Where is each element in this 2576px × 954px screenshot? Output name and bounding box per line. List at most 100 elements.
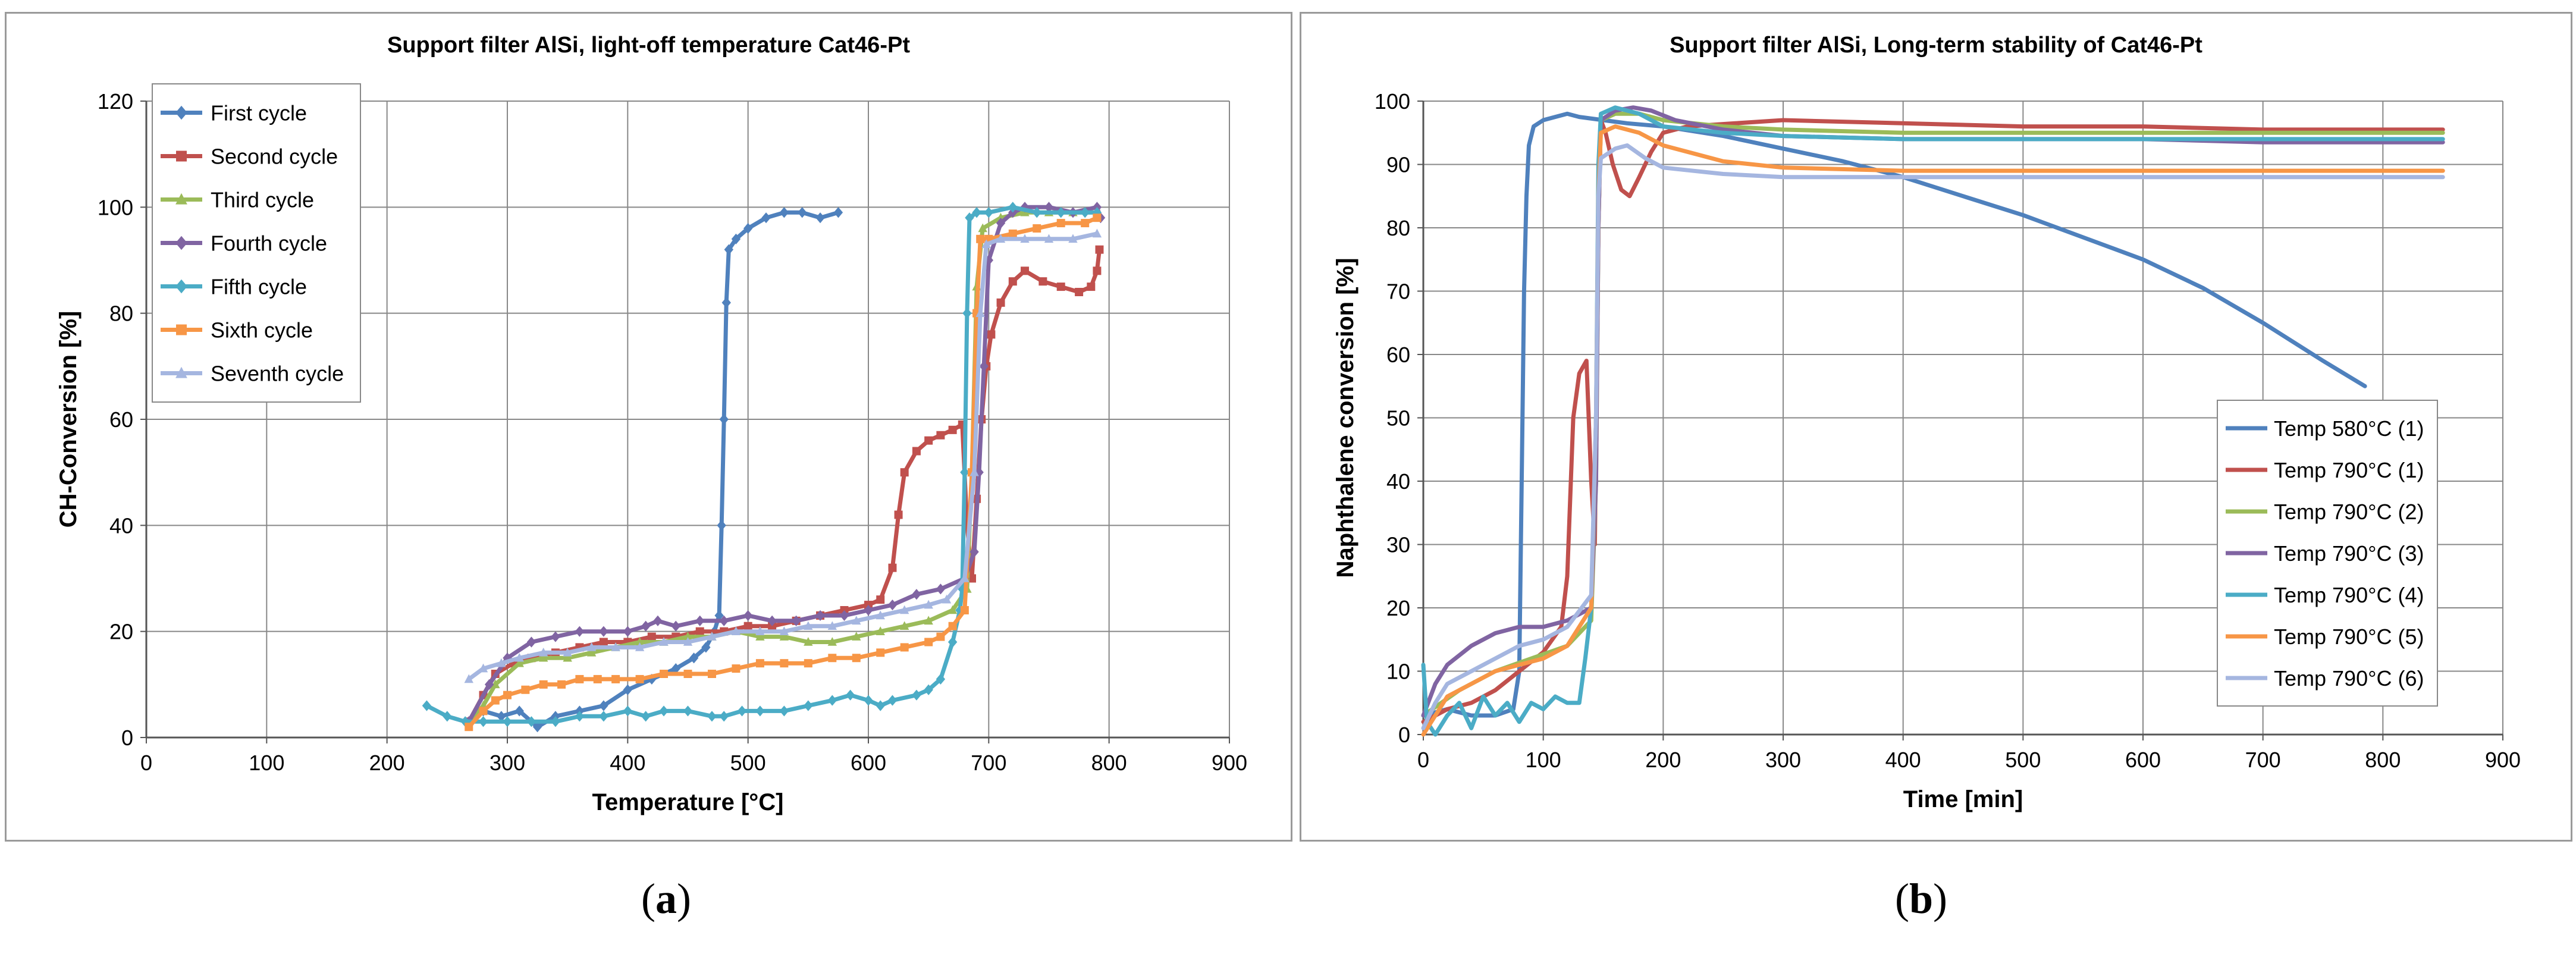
legend-label: Sixth cycle <box>211 318 313 343</box>
data-point-marker <box>176 324 187 335</box>
data-point-marker <box>900 621 909 630</box>
series-line <box>466 210 1099 724</box>
legend-label: Temp 790°C (6) <box>2274 666 2424 691</box>
data-point-marker <box>798 207 807 218</box>
data-point-marker <box>1056 207 1066 218</box>
chart-panel-a: Support filter AlSi, light-off temperatu… <box>5 12 1292 842</box>
data-point-marker <box>1038 277 1047 286</box>
data-point-marker <box>641 711 651 722</box>
data-point-marker <box>947 636 958 648</box>
data-point-marker <box>979 360 989 372</box>
legend-label: First cycle <box>211 101 307 125</box>
data-point-marker <box>1093 214 1102 222</box>
legend-item: Temp 790°C (2) <box>2226 500 2424 524</box>
data-point-marker <box>586 642 597 651</box>
data-point-marker <box>539 680 548 689</box>
data-point-marker <box>1087 283 1096 291</box>
series-line <box>1421 124 2445 737</box>
data-point-marker <box>900 468 909 477</box>
data-point-marker <box>623 626 633 637</box>
series-line <box>466 210 840 729</box>
legend-item: First cycle <box>161 101 307 125</box>
data-point-marker <box>521 685 530 694</box>
data-point-marker <box>719 413 729 425</box>
y-tick-label: 100 <box>1375 89 1410 114</box>
y-tick-label: 20 <box>109 620 133 644</box>
data-point-marker <box>641 620 651 632</box>
data-point-marker <box>827 637 837 646</box>
data-point-marker <box>532 721 542 733</box>
data-point-marker <box>623 684 633 695</box>
data-point-marker <box>1075 288 1084 296</box>
data-point-marker <box>599 711 608 722</box>
data-series <box>422 202 1102 727</box>
y-tick-label: 0 <box>1398 723 1410 747</box>
legend-item: Fourth cycle <box>161 231 327 256</box>
data-point-marker <box>815 610 825 622</box>
data-point-marker <box>965 212 974 224</box>
legend-item: Temp 790°C (3) <box>2226 541 2424 566</box>
data-point-marker <box>833 207 843 218</box>
data-point-marker <box>743 222 753 234</box>
x-tick-label: 800 <box>1091 751 1127 775</box>
x-tick-label: 0 <box>140 751 152 775</box>
data-point-marker <box>900 643 909 652</box>
caption-b: (b) <box>1894 875 1947 922</box>
data-point-marker <box>737 705 747 717</box>
data-point-marker <box>981 239 991 249</box>
data-point-marker <box>978 223 987 233</box>
data-point-marker <box>761 212 771 224</box>
data-point-marker <box>717 520 726 531</box>
data-point-marker <box>828 654 837 663</box>
x-tick-label: 300 <box>490 751 525 775</box>
data-point-marker <box>1056 283 1065 291</box>
data-point-marker <box>683 632 693 641</box>
data-point-marker <box>683 637 693 646</box>
data-point-marker <box>175 105 187 120</box>
legend-item: Sixth cycle <box>161 318 313 343</box>
data-point-marker <box>962 307 972 319</box>
data-point-marker <box>731 626 741 635</box>
data-point-marker <box>1008 202 1018 213</box>
x-tick-label: 900 <box>1212 751 1247 775</box>
data-point-marker <box>478 663 488 673</box>
data-point-marker <box>599 700 608 711</box>
data-point-marker <box>611 674 620 683</box>
y-tick-label: 70 <box>1386 280 1410 304</box>
data-point-marker <box>464 674 473 683</box>
data-series <box>465 214 1102 732</box>
y-tick-label: 120 <box>98 89 133 114</box>
data-series <box>464 207 843 733</box>
legend-item: Temp 790°C (6) <box>2226 666 2424 691</box>
series-line <box>1421 111 2445 718</box>
chart-b: Support filter AlSi, Long-term stability… <box>1332 33 2521 812</box>
data-point-marker <box>671 620 680 632</box>
data-point-marker <box>539 652 548 662</box>
y-tick-label: 60 <box>1386 343 1410 367</box>
legend-item: Third cycle <box>161 188 314 212</box>
data-point-marker <box>924 600 933 609</box>
y-tick-label: 80 <box>109 302 133 326</box>
data-point-marker <box>539 647 548 657</box>
legend-label: Temp 580°C (1) <box>2274 416 2424 441</box>
data-point-marker <box>422 700 432 711</box>
data-point-marker <box>827 621 837 630</box>
data-point-marker <box>599 638 608 647</box>
data-point-marker <box>1092 228 1102 238</box>
data-point-marker <box>827 695 837 706</box>
data-point-marker <box>647 632 656 641</box>
data-point-marker <box>514 652 524 662</box>
chart-title: Support filter AlSi, Long-term stability… <box>1670 33 2202 58</box>
legend-label: Temp 790°C (5) <box>2274 625 2424 649</box>
data-point-marker <box>635 674 644 683</box>
data-point-marker <box>960 606 969 614</box>
x-tick-label: 500 <box>730 751 766 775</box>
data-point-marker <box>976 234 985 243</box>
data-point-marker <box>969 467 979 476</box>
data-point-marker <box>852 616 861 625</box>
data-point-marker <box>659 637 669 646</box>
data-point-marker <box>948 425 957 434</box>
data-point-marker <box>755 705 765 717</box>
series-line <box>466 205 1103 724</box>
data-point-marker <box>503 652 512 664</box>
